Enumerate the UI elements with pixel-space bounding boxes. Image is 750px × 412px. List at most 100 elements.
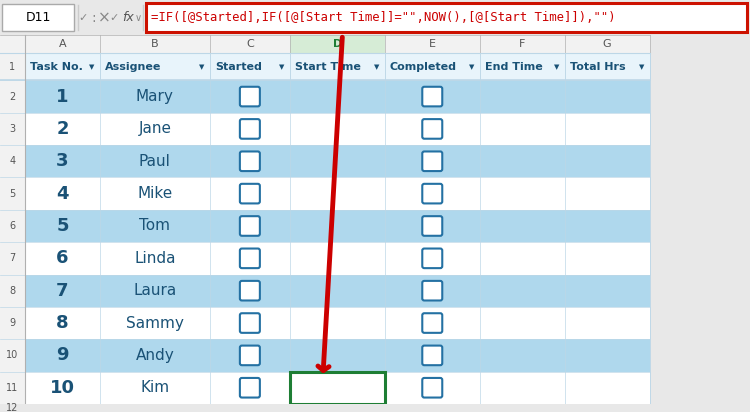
- Bar: [25, 274, 650, 307]
- FancyBboxPatch shape: [240, 281, 260, 300]
- Bar: [210, 35, 290, 53]
- Text: Start Time: Start Time: [295, 62, 361, 72]
- Text: 11: 11: [6, 383, 19, 393]
- Bar: [290, 53, 385, 80]
- Text: ✓: ✓: [110, 13, 118, 23]
- Text: G: G: [603, 39, 611, 49]
- Text: 10: 10: [50, 379, 75, 397]
- FancyBboxPatch shape: [2, 4, 74, 31]
- Bar: [25, 339, 650, 372]
- FancyBboxPatch shape: [240, 346, 260, 365]
- Text: Linda: Linda: [134, 251, 176, 266]
- Bar: [25, 53, 100, 80]
- Text: ▼: ▼: [554, 64, 560, 70]
- FancyBboxPatch shape: [422, 378, 442, 398]
- Text: D: D: [333, 39, 342, 49]
- Bar: [0, 35, 25, 53]
- Text: Andy: Andy: [136, 348, 174, 363]
- Text: Kim: Kim: [140, 380, 170, 395]
- Bar: [0, 53, 25, 80]
- Text: ∨: ∨: [134, 13, 142, 23]
- Text: 7: 7: [9, 253, 16, 263]
- FancyBboxPatch shape: [240, 152, 260, 171]
- FancyBboxPatch shape: [422, 346, 442, 365]
- FancyBboxPatch shape: [146, 3, 746, 33]
- Text: B: B: [151, 39, 159, 49]
- Bar: [25, 372, 650, 404]
- Text: Mike: Mike: [137, 186, 172, 201]
- Text: 3: 3: [56, 152, 69, 170]
- Text: ▼: ▼: [469, 64, 475, 70]
- FancyBboxPatch shape: [422, 313, 442, 333]
- Bar: [0, 210, 25, 242]
- Bar: [385, 35, 480, 53]
- Bar: [0, 404, 650, 412]
- FancyBboxPatch shape: [422, 216, 442, 236]
- Text: Completed: Completed: [390, 62, 457, 72]
- Bar: [100, 35, 210, 53]
- FancyBboxPatch shape: [422, 281, 442, 300]
- FancyBboxPatch shape: [240, 216, 260, 236]
- FancyBboxPatch shape: [240, 248, 260, 268]
- Text: ×: ×: [98, 10, 110, 25]
- Text: ▼: ▼: [279, 64, 284, 70]
- FancyBboxPatch shape: [422, 184, 442, 204]
- Text: 9: 9: [56, 346, 69, 364]
- Bar: [650, 35, 749, 404]
- Bar: [0, 339, 25, 372]
- Bar: [25, 307, 650, 339]
- FancyBboxPatch shape: [240, 184, 260, 204]
- Text: 1: 1: [10, 62, 16, 72]
- Text: D11: D11: [26, 11, 51, 24]
- Text: Tom: Tom: [140, 218, 170, 234]
- Text: E: E: [429, 39, 436, 49]
- Text: :: :: [92, 11, 96, 25]
- Text: Sammy: Sammy: [126, 316, 184, 330]
- Text: ▼: ▼: [200, 64, 205, 70]
- Text: 4: 4: [56, 185, 69, 203]
- Text: 4: 4: [10, 156, 16, 166]
- Bar: [25, 80, 650, 113]
- Text: 6: 6: [10, 221, 16, 231]
- Bar: [0, 80, 25, 113]
- FancyBboxPatch shape: [422, 87, 442, 106]
- Text: 1: 1: [56, 88, 69, 105]
- Bar: [0, 178, 25, 210]
- Bar: [100, 53, 210, 80]
- Text: Started: Started: [215, 62, 262, 72]
- Bar: [0, 113, 25, 145]
- Bar: [25, 210, 650, 242]
- FancyBboxPatch shape: [422, 152, 442, 171]
- Text: Total Hrs: Total Hrs: [570, 62, 626, 72]
- Text: Jane: Jane: [139, 122, 172, 136]
- Bar: [290, 35, 385, 53]
- FancyBboxPatch shape: [240, 378, 260, 398]
- Text: Assignee: Assignee: [105, 62, 161, 72]
- Text: ▼: ▼: [89, 64, 94, 70]
- Bar: [385, 53, 480, 80]
- Text: ▼: ▼: [639, 64, 644, 70]
- Text: 8: 8: [56, 314, 69, 332]
- Text: 5: 5: [9, 189, 16, 199]
- Text: =IF([@Started],IF([@[Start Time]]="",NOW(),[@[Start Time]]),""): =IF([@Started],IF([@[Start Time]]="",NOW…: [151, 11, 616, 24]
- Bar: [290, 372, 385, 404]
- Text: 12: 12: [6, 403, 19, 412]
- Bar: [480, 53, 565, 80]
- Text: 10: 10: [6, 350, 19, 360]
- Bar: [25, 178, 650, 210]
- Text: A: A: [58, 39, 66, 49]
- Text: F: F: [519, 39, 526, 49]
- Bar: [25, 145, 650, 178]
- Bar: [0, 372, 25, 404]
- FancyBboxPatch shape: [240, 87, 260, 106]
- Text: Paul: Paul: [139, 154, 171, 169]
- Text: Task No.: Task No.: [30, 62, 82, 72]
- Bar: [0, 0, 749, 35]
- Bar: [480, 35, 565, 53]
- Bar: [0, 274, 25, 307]
- Text: fx: fx: [122, 11, 134, 24]
- Bar: [210, 53, 290, 80]
- Bar: [0, 145, 25, 178]
- Text: C: C: [246, 39, 254, 49]
- Bar: [25, 242, 650, 274]
